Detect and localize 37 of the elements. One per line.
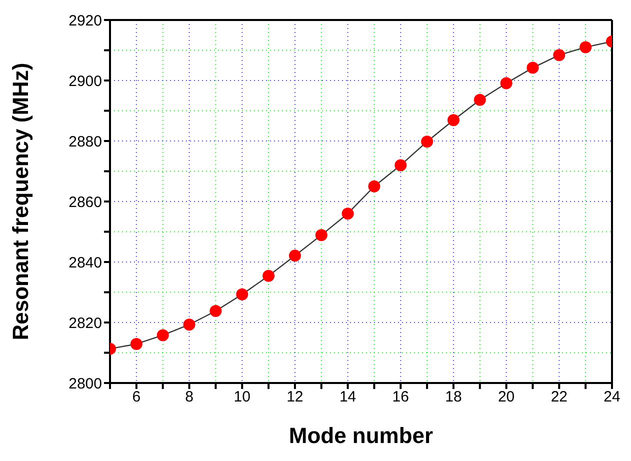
x-tick-label: 12 bbox=[286, 388, 304, 406]
point bbox=[156, 329, 169, 342]
point bbox=[368, 180, 380, 192]
x-tick-label: 14 bbox=[339, 388, 356, 406]
point bbox=[262, 270, 275, 282]
point bbox=[526, 62, 539, 74]
y-tick-label: 2880 bbox=[68, 133, 102, 150]
point bbox=[183, 318, 196, 331]
y-axis-title: Resonant frequency (MHz) bbox=[8, 62, 33, 340]
y-tick-label: 2900 bbox=[68, 72, 102, 90]
x-tick-label: 18 bbox=[445, 388, 462, 406]
point bbox=[580, 41, 592, 54]
x-tick-label: 24 bbox=[604, 388, 620, 406]
x-axis-title: Mode number bbox=[288, 423, 434, 448]
y-tick-label: 2860 bbox=[68, 194, 102, 211]
point bbox=[315, 229, 328, 242]
point bbox=[421, 136, 434, 148]
y-tick-label: 2820 bbox=[68, 314, 102, 332]
point bbox=[447, 114, 460, 126]
x-tick-label: 8 bbox=[185, 388, 194, 406]
point bbox=[130, 338, 142, 350]
x-tick-label: 22 bbox=[550, 388, 568, 406]
x-tick-label: 10 bbox=[234, 388, 250, 406]
point bbox=[500, 77, 512, 90]
y-tick-label: 2840 bbox=[68, 254, 102, 272]
y-tick-label: 2800 bbox=[68, 375, 102, 392]
point bbox=[553, 49, 566, 62]
point bbox=[236, 288, 248, 300]
point bbox=[474, 94, 486, 106]
x-tick-label: 6 bbox=[132, 388, 141, 406]
point bbox=[394, 159, 407, 172]
point bbox=[288, 250, 301, 262]
x-tick-label: 20 bbox=[498, 388, 515, 406]
y-tick-label: 2920 bbox=[68, 12, 102, 30]
x-tick-label: 16 bbox=[392, 388, 409, 406]
point bbox=[342, 208, 354, 220]
point bbox=[210, 305, 222, 318]
